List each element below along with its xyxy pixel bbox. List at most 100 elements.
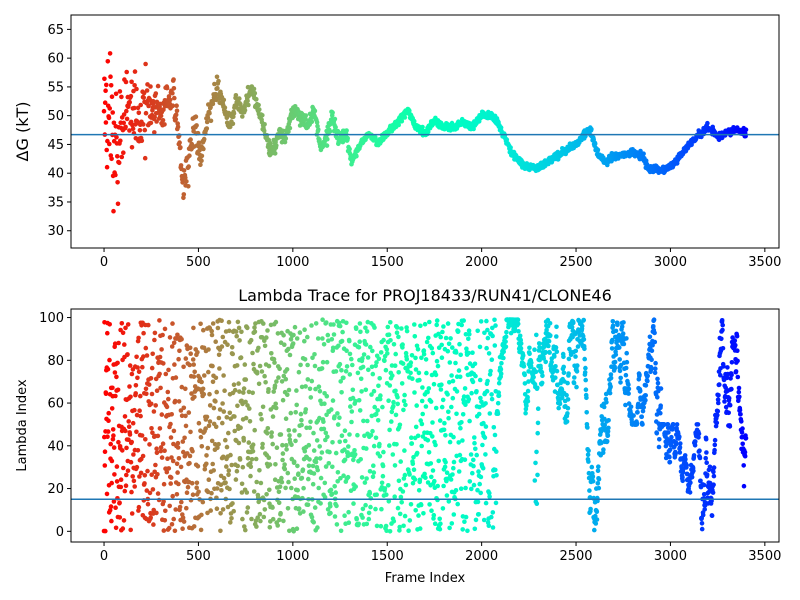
- lambda-point: [188, 429, 193, 435]
- lambda-point: [715, 397, 721, 402]
- lambda-point: [734, 333, 740, 339]
- lambda-point: [703, 455, 708, 461]
- dg-point: [399, 119, 405, 124]
- lambda-point: [696, 431, 702, 437]
- lambda-point: [683, 457, 688, 462]
- lambda-y-axis-label: Lambda Index: [15, 379, 30, 472]
- lambda-point: [253, 321, 258, 326]
- lambda-point: [357, 339, 363, 345]
- lambda-point: [241, 386, 247, 391]
- lambda-point: [157, 371, 162, 377]
- x-tick-label: 1500: [371, 255, 404, 270]
- lambda-point: [231, 508, 236, 514]
- lambda-point: [733, 342, 738, 348]
- lambda-point: [135, 375, 140, 381]
- lambda-point: [344, 348, 349, 354]
- lambda-point: [409, 441, 415, 446]
- lambda-point: [496, 380, 502, 386]
- lambda-point: [154, 446, 159, 452]
- lambda-point: [423, 357, 429, 362]
- lambda-point: [127, 363, 133, 368]
- lambda-point: [691, 468, 696, 474]
- lambda-point: [209, 332, 215, 338]
- dg-point: [214, 74, 220, 80]
- dg-point: [170, 90, 175, 96]
- dg-point: [104, 147, 109, 153]
- y-tick-label: 40: [47, 439, 64, 454]
- lambda-point: [710, 490, 716, 495]
- lambda-point: [226, 319, 232, 325]
- dg-point: [205, 115, 211, 121]
- lambda-point: [667, 454, 672, 460]
- lambda-point: [469, 486, 474, 492]
- lambda-point: [144, 391, 149, 397]
- lambda-point: [473, 373, 478, 379]
- lambda-point: [262, 373, 267, 379]
- lambda-point: [302, 357, 308, 362]
- lambda-point: [316, 485, 322, 491]
- lambda-point: [483, 424, 489, 429]
- lambda-point: [429, 508, 434, 513]
- lambda-point: [164, 404, 170, 410]
- lambda-point: [727, 424, 733, 429]
- lambda-point: [149, 426, 154, 431]
- lambda-point: [179, 384, 185, 390]
- lambda-point: [237, 457, 243, 462]
- lambda-point: [302, 448, 308, 454]
- lambda-point: [117, 500, 122, 506]
- lambda-point: [463, 485, 468, 491]
- lambda-point: [371, 388, 377, 394]
- lambda-point: [393, 388, 398, 394]
- lambda-point: [377, 396, 383, 402]
- lambda-point: [639, 414, 644, 420]
- dg-point: [420, 124, 425, 130]
- lambda-point: [596, 485, 602, 491]
- lambda-point: [545, 317, 551, 323]
- lambda-point: [183, 356, 189, 361]
- lambda-point: [594, 517, 600, 522]
- dg-point: [167, 97, 173, 103]
- lambda-point: [328, 510, 333, 516]
- lambda-point: [372, 325, 377, 330]
- lambda-point: [457, 341, 462, 347]
- lambda-point: [252, 325, 257, 330]
- lambda-point: [169, 522, 175, 527]
- lambda-point: [483, 401, 488, 406]
- lambda-point: [299, 417, 304, 423]
- x-tick-label: 500: [186, 549, 211, 564]
- lambda-point: [401, 523, 406, 529]
- lambda-point: [378, 523, 384, 529]
- lambda-point: [322, 401, 327, 407]
- lambda-point: [561, 354, 566, 360]
- lambda-point: [168, 475, 174, 480]
- lambda-point: [106, 410, 111, 416]
- lambda-point: [643, 383, 649, 388]
- lambda-point: [476, 512, 482, 517]
- lambda-point: [201, 391, 207, 397]
- lambda-point: [356, 345, 362, 350]
- lambda-point: [120, 526, 126, 531]
- lambda-point: [698, 478, 703, 484]
- lambda-point: [131, 452, 136, 457]
- dg-point: [272, 151, 278, 156]
- lambda-point: [623, 365, 629, 371]
- lambda-point: [451, 434, 456, 440]
- lambda-point: [111, 445, 117, 450]
- lambda-point: [220, 401, 225, 406]
- lambda-point: [322, 494, 328, 500]
- lambda-point: [327, 449, 332, 455]
- dg-point: [160, 118, 166, 123]
- lambda-point: [521, 363, 527, 369]
- lambda-point: [470, 470, 475, 476]
- dg-point: [155, 83, 161, 89]
- dg-point: [123, 79, 129, 85]
- dg-point: [130, 126, 136, 132]
- lambda-point: [152, 330, 158, 336]
- lambda-point: [232, 414, 237, 419]
- lambda-point: [175, 332, 180, 338]
- dg-point: [136, 110, 142, 116]
- lambda-point: [649, 348, 655, 354]
- lambda-point: [321, 419, 326, 425]
- dg-point: [176, 133, 182, 138]
- lambda-point: [167, 503, 172, 509]
